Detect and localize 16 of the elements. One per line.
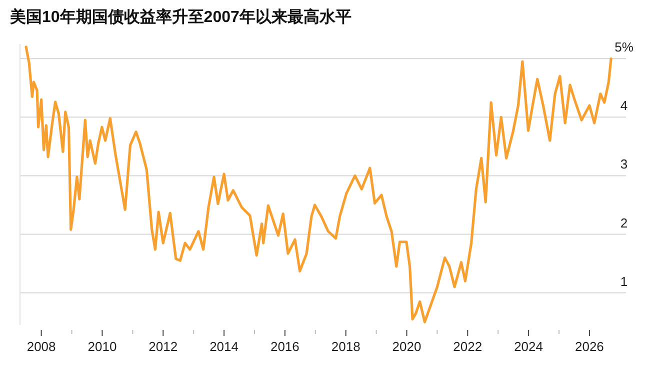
y-tick-label: 2 xyxy=(620,215,628,230)
y-tick-label: 5% xyxy=(614,40,634,55)
x-tick-label: 2022 xyxy=(453,339,482,354)
y-tick-label: 4 xyxy=(620,98,628,114)
x-tick-label: 2024 xyxy=(514,339,544,354)
x-tick-label: 2026 xyxy=(574,339,604,354)
y-tick-label: 3 xyxy=(620,156,628,172)
x-tick-label: 2020 xyxy=(392,339,422,354)
x-tick-label: 2010 xyxy=(88,339,117,354)
chart-title: 美国10年期国债收益率升至2007年以来最高水平 xyxy=(9,7,352,26)
x-tick-label: 2016 xyxy=(270,339,300,354)
x-tick-label: 2018 xyxy=(331,339,360,354)
x-tick-label: 2008 xyxy=(26,339,56,354)
y-tick-label: 1 xyxy=(620,274,628,289)
x-tick-label: 2012 xyxy=(148,339,178,354)
x-tick-label: 2014 xyxy=(210,339,238,354)
